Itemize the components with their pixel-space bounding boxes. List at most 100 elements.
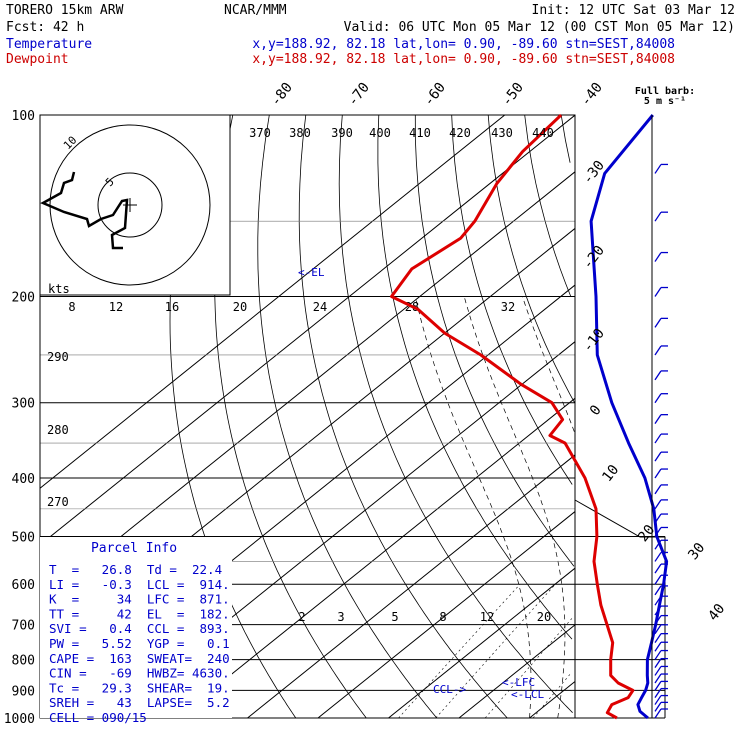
hodograph-speed-label: 24 <box>313 300 327 314</box>
dewpoint-profile <box>390 113 635 720</box>
parcel-title: Parcel Info <box>91 541 177 556</box>
hodograph-speed-label: 12 <box>109 300 123 314</box>
wind-barb <box>654 433 662 444</box>
legend-temperature: Temperature <box>6 37 92 52</box>
dry-adiabat <box>214 114 367 719</box>
ccl-marker: CCL-> <box>433 683 466 696</box>
isotherm-label: -10 <box>580 326 608 356</box>
wind-barb <box>654 702 662 712</box>
wind-barb <box>654 595 662 606</box>
wind-barb <box>654 499 662 510</box>
wind-barb <box>654 252 662 262</box>
header-init: Init: 12 UTC Sat 03 Mar 12 <box>532 3 736 18</box>
dry-adiabat <box>257 114 438 719</box>
isotherm-line <box>317 511 576 719</box>
moist-adiabat <box>463 296 566 719</box>
wind-barb <box>654 527 662 537</box>
hodograph-trace <box>40 171 129 250</box>
hodograph-speed-label: 8 <box>68 300 75 314</box>
isotherm-line <box>247 454 576 719</box>
barb-legend-title: Full barb: <box>635 86 695 97</box>
isotherm-label: -50 <box>499 80 527 110</box>
isotherm-line <box>39 114 506 489</box>
mixing-ratio-label: 5 <box>391 610 398 624</box>
wind-barb <box>654 605 662 616</box>
parcel-row: CIN = -69 HWBZ= 4630. <box>49 666 230 681</box>
wind-barb <box>654 539 662 550</box>
parcel-row: LI = -0.3 LCL = 914. <box>49 577 230 592</box>
wind-barb <box>654 624 662 635</box>
isotherm-label: -80 <box>268 80 296 110</box>
theta-label: 380 <box>289 126 311 140</box>
isotherm-label: 10 <box>599 462 622 485</box>
wind-barb <box>654 574 662 585</box>
mixing-ratio-label: 12 <box>480 610 494 624</box>
parcel-info-box: Parcel Info T = 26.8 Td = 22.4LI = -0.3 L… <box>40 537 232 725</box>
parcel-row: TT = 42 EL = 182. <box>49 606 230 621</box>
mixing-ratio-label: 8 <box>439 610 446 624</box>
pressure-label: 200 <box>12 291 35 306</box>
parcel-row: SVI = 0.4 CCL = 893. <box>49 621 230 636</box>
pressure-label: 1000 <box>4 712 35 727</box>
moist-adiabat <box>522 296 575 432</box>
pressure-label: 700 <box>12 619 35 634</box>
isotherm-line <box>39 171 576 602</box>
wind-barb <box>654 673 662 684</box>
mixing-ratio-line <box>484 616 574 719</box>
wind-barb <box>654 681 662 691</box>
mixing-ratio-label: 20 <box>537 610 551 624</box>
parcel-row: CAPE = 163 SWEAT= 240 <box>49 651 230 666</box>
header-fcst: Fcst: 42 h <box>6 20 84 35</box>
wind-barb <box>654 563 662 574</box>
wind-barb <box>654 318 662 328</box>
dry-adiabat <box>560 114 571 163</box>
wind-barb <box>654 370 662 381</box>
theta-label: 290 <box>47 350 69 364</box>
wind-barb <box>654 695 662 705</box>
mixing-ratio-label: 2 <box>298 610 305 624</box>
wind-barb <box>654 451 662 462</box>
hodograph-speed-label: 16 <box>165 300 179 314</box>
pressure-label: 600 <box>12 578 35 593</box>
parcel-row: Tc = 29.3 SHEAR= 19. <box>49 680 230 695</box>
legend-dewpoint: Dewpoint <box>6 52 69 67</box>
pressure-label: 100 <box>12 109 35 124</box>
isotherm-label: -20 <box>580 243 608 273</box>
wind-barb <box>654 666 662 676</box>
isotherm-label: 40 <box>705 601 728 624</box>
wind-barb <box>654 468 662 479</box>
hodograph-units: kts <box>48 282 70 296</box>
wind-barb <box>654 708 662 719</box>
theta-label: 440 <box>532 126 554 140</box>
plot-frame <box>39 114 576 719</box>
wind-barb <box>654 345 662 356</box>
pressure-label: 900 <box>12 684 35 699</box>
moist-adiabat-lines <box>415 296 575 719</box>
hodograph-speed-label: 32 <box>501 300 515 314</box>
wind-barb <box>654 641 662 652</box>
isotherm-line <box>388 567 576 719</box>
theta-label: 280 <box>47 423 69 437</box>
wind-barb <box>654 688 662 698</box>
pressure-label: 300 <box>12 397 35 412</box>
wind-barbs <box>651 115 668 719</box>
dry-adiabat <box>414 114 575 567</box>
mixing-ratio-lines <box>398 583 574 719</box>
dry-adiabat <box>487 114 575 403</box>
wind-barb <box>654 585 662 596</box>
isotherm-line <box>176 397 576 719</box>
dewpoint-location: x,y=188.92, 82.18 lat,lon= 0.90, -89.60 … <box>252 52 675 67</box>
pressure-label: 500 <box>12 530 35 545</box>
isotherm-label: -60 <box>421 80 449 110</box>
temperature-location: x,y=188.92, 82.18 lat,lon= 0.90, -89.60 … <box>252 37 675 52</box>
header-model: TORERO 15km ARW <box>6 3 124 18</box>
wind-barb <box>654 484 662 495</box>
wind-barb <box>654 615 662 625</box>
header-center: NCAR/MMM <box>224 3 287 18</box>
theta-label: 400 <box>369 126 391 140</box>
isotherm-label: -70 <box>345 80 373 110</box>
theta-label: 410 <box>409 126 431 140</box>
sounding-profiles: <-EL <-LFC<-LCL CCL-> <box>298 113 669 720</box>
moist-adiabat <box>415 296 532 719</box>
